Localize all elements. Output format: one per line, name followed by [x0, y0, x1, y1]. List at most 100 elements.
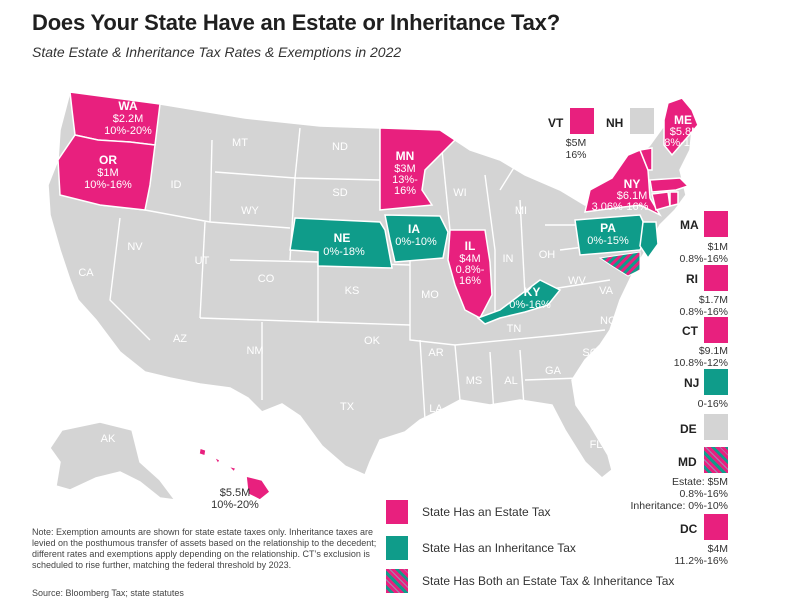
source: Source: Bloomberg Tax; state statutes — [32, 588, 184, 598]
ma-label: MA — [680, 218, 699, 232]
label-ne: NE — [334, 231, 351, 245]
label-sc: SC — [582, 347, 597, 359]
label-ny-rate: 3.06%-16% — [592, 201, 649, 213]
label-wy: WY — [241, 205, 259, 217]
state-vt-map — [638, 147, 653, 171]
label-pa-rate: 0%-15% — [587, 235, 629, 247]
inheritance-states — [289, 214, 659, 325]
chart-subtitle: State Estate & Inheritance Tax Rates & E… — [32, 44, 402, 60]
state-nj — [639, 221, 659, 260]
label-tx: TX — [340, 401, 355, 413]
label-la: LA — [429, 403, 443, 415]
nh-swatch — [630, 108, 654, 134]
state-hi — [198, 447, 272, 501]
label-or: OR — [99, 153, 117, 167]
label-nd: ND — [332, 141, 348, 153]
state-ky — [476, 279, 562, 325]
ma-exemption: $1M — [707, 241, 728, 253]
label-ok: OK — [364, 335, 381, 347]
label-il-rate2: 16% — [459, 275, 481, 287]
state-ct-map — [651, 191, 671, 211]
md-estate-rate: 0.8%-16% — [679, 488, 728, 500]
legend-both-swatch — [386, 569, 408, 593]
label-va: VA — [599, 285, 614, 297]
dc-exemption: $4M — [707, 543, 728, 555]
state-ma-map — [649, 177, 690, 193]
label-nm: NM — [246, 345, 263, 357]
label-ks: KS — [345, 285, 360, 297]
md-label: MD — [678, 455, 697, 469]
label-mn: MN — [396, 149, 415, 163]
ct-rate: 10.8%-12% — [673, 357, 728, 369]
label-me-exemption: $5.8M — [670, 126, 701, 138]
state-me — [663, 97, 699, 157]
label-mn-rate: 13%- — [392, 174, 418, 186]
ri-exemption: $1.7M — [698, 294, 728, 306]
legend-estate-swatch — [386, 500, 408, 524]
state-or — [57, 134, 156, 211]
label-sd: SD — [332, 187, 347, 199]
label-mn-rate2: 16% — [394, 185, 416, 197]
label-ne-rate: 0%-18% — [323, 246, 365, 258]
state-mn — [379, 127, 457, 211]
label-il-rate: 0.8%- — [456, 264, 485, 276]
ct-exemption: $9.1M — [698, 345, 728, 357]
label-ny-exemption: $6.1M — [617, 190, 648, 202]
label-wa: WA — [118, 99, 138, 113]
label-ga: GA — [545, 365, 562, 377]
md-inheritance: Inheritance: 0%-10% — [630, 500, 728, 512]
label-hi-exemption: $5.5M — [220, 487, 251, 499]
ma-swatch — [704, 211, 728, 237]
nj-swatch — [704, 369, 728, 395]
label-tn: TN — [507, 323, 522, 335]
state-ia — [384, 214, 449, 263]
dc-rate: 11.2%-16% — [674, 555, 728, 567]
legend-estate-label: State Has an Estate Tax — [422, 505, 551, 519]
label-mn-exemption: $3M — [394, 163, 415, 175]
estate-states — [57, 91, 699, 501]
state-ak — [49, 421, 177, 501]
vt-exemption: $5M — [565, 137, 587, 149]
vt-label: VT — [548, 116, 564, 130]
ct-swatch — [704, 317, 728, 343]
chart-title: Does Your State Have an Estate or Inheri… — [32, 10, 560, 35]
vt-rate: 16% — [565, 149, 587, 161]
label-wa-rate: 10%-20% — [104, 125, 152, 137]
de-label: DE — [680, 422, 697, 436]
nj-label: NJ — [684, 376, 700, 390]
ct-label: CT — [682, 324, 698, 338]
state-ri-map — [669, 191, 679, 207]
label-in: IN — [503, 253, 514, 265]
label-nc: NC — [600, 315, 616, 327]
label-ak: AK — [101, 433, 116, 445]
label-az: AZ — [173, 333, 187, 345]
ri-rate: 0.8%-16% — [679, 306, 728, 318]
label-wv: WV — [568, 275, 586, 287]
dc-swatch — [704, 514, 728, 540]
label-or-rate: 10%-16% — [84, 179, 132, 191]
de-swatch — [704, 414, 728, 440]
label-wi: WI — [453, 187, 466, 199]
label-fl: FL — [590, 439, 603, 451]
label-mo: MO — [421, 289, 439, 301]
vt-swatch — [570, 108, 594, 134]
label-il-exemption: $4M — [459, 253, 480, 265]
ri-swatch — [704, 265, 728, 291]
label-ut: UT — [195, 255, 210, 267]
label-me: ME — [674, 113, 692, 127]
nh-label: NH — [606, 116, 624, 130]
label-co: CO — [258, 273, 275, 285]
label-il: IL — [465, 239, 476, 253]
footnote: Note: Exemption amounts are shown for st… — [32, 527, 377, 570]
label-ar: AR — [428, 347, 443, 359]
label-wa-exemption: $2.2M — [113, 113, 144, 125]
label-oh: OH — [539, 249, 556, 261]
label-mt: MT — [232, 137, 248, 149]
gray-state-labels: MT ND SD ID WY NV CA UT CO KS MO AZ NM O… — [78, 137, 616, 451]
estate-state-labels: WA $2.2M 10%-20% OR $1M 10%-16% MN $3M 1… — [84, 99, 706, 511]
label-ca: CA — [78, 267, 94, 279]
label-hi-rate: 10%-20% — [211, 499, 259, 511]
label-nv: NV — [127, 241, 143, 253]
label-pa: PA — [600, 221, 616, 235]
